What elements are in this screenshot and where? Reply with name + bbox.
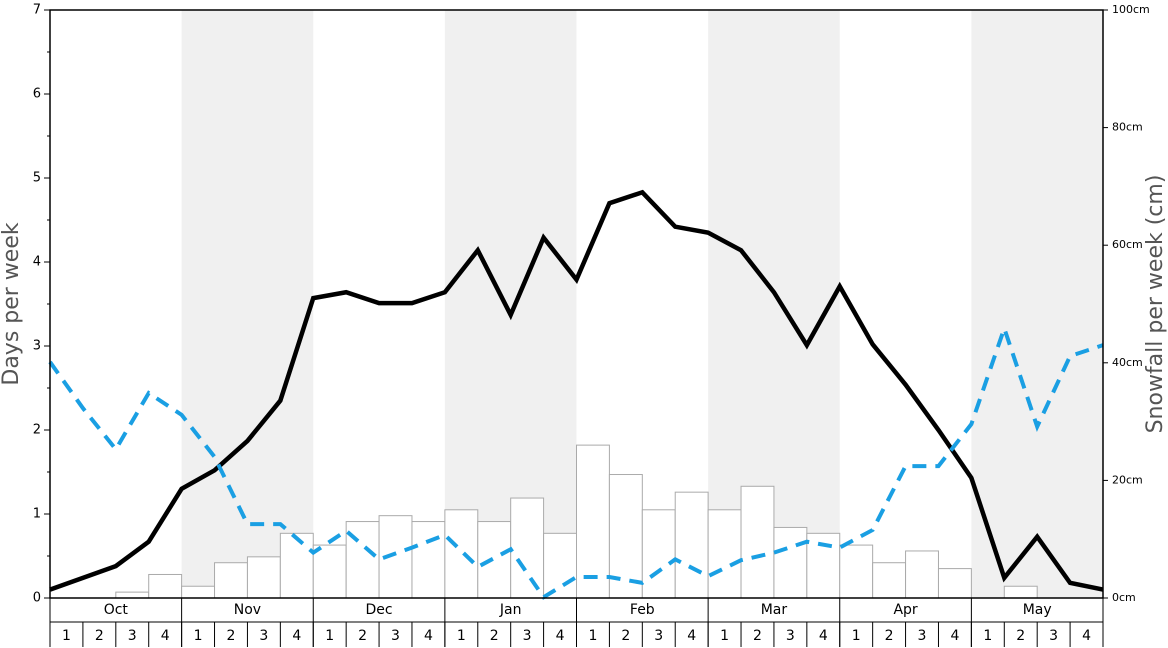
x-tick-label: 3 bbox=[1049, 628, 1058, 644]
bar bbox=[543, 532, 577, 599]
month-label: May bbox=[1023, 602, 1052, 618]
x-tick-label: 2 bbox=[753, 628, 762, 644]
y-tick-label: 7 bbox=[33, 3, 41, 18]
bar bbox=[1003, 585, 1038, 599]
x-tick-label: 1 bbox=[325, 628, 334, 644]
y2-tick-label: 40cm bbox=[1112, 356, 1143, 369]
y2-axis-title: Snowfall per week (cm) bbox=[1143, 175, 1168, 434]
bar bbox=[115, 591, 150, 599]
x-tick-label: 1 bbox=[62, 628, 71, 644]
month-label: Nov bbox=[234, 602, 261, 618]
y2-tick-label: 0cm bbox=[1112, 591, 1136, 604]
x-tick-label: 2 bbox=[1016, 628, 1025, 644]
month-label: Jan bbox=[499, 602, 522, 618]
bar bbox=[641, 509, 676, 599]
bar bbox=[411, 521, 446, 599]
y-tick-label: 2 bbox=[33, 423, 41, 438]
y-tick-label: 3 bbox=[33, 339, 41, 354]
x-tick-label: 3 bbox=[523, 628, 532, 644]
x-tick-label: 4 bbox=[687, 628, 696, 644]
x-tick-label: 1 bbox=[720, 628, 729, 644]
x-tick-label: 2 bbox=[95, 628, 104, 644]
x-tick-label: 1 bbox=[588, 628, 597, 644]
bar bbox=[937, 568, 972, 599]
bar bbox=[905, 550, 939, 599]
bar bbox=[214, 562, 248, 599]
line-series bbox=[49, 189, 1104, 592]
x-tick-label: 2 bbox=[885, 628, 894, 644]
bar bbox=[839, 544, 874, 599]
bar bbox=[279, 532, 314, 599]
y-tick-label: 0 bbox=[33, 591, 41, 606]
x-tick-label: 4 bbox=[161, 628, 170, 644]
x-tick-label: 4 bbox=[1082, 628, 1091, 644]
month-shade bbox=[181, 10, 314, 598]
bar bbox=[773, 526, 808, 599]
bar bbox=[740, 485, 775, 599]
bar bbox=[477, 521, 512, 599]
x-tick-label: 4 bbox=[819, 628, 828, 644]
x-tick-label: 1 bbox=[983, 628, 992, 644]
month-label: Mar bbox=[761, 602, 788, 618]
y-axis-title: Days per week bbox=[0, 222, 24, 385]
bar bbox=[148, 573, 183, 599]
x-tick-label: 3 bbox=[128, 628, 137, 644]
x-tick-label: 3 bbox=[918, 628, 927, 644]
x-tick-label: 2 bbox=[358, 628, 367, 644]
x-tick-label: 3 bbox=[654, 628, 663, 644]
bar bbox=[181, 585, 216, 599]
month-label: Apr bbox=[893, 602, 917, 618]
x-tick-label: 1 bbox=[457, 628, 466, 644]
bar bbox=[707, 509, 742, 599]
x-tick-label: 1 bbox=[194, 628, 203, 644]
bar bbox=[246, 556, 281, 599]
y-tick-label: 4 bbox=[33, 255, 41, 270]
x-tick-label: 4 bbox=[950, 628, 959, 644]
x-tick-label: 3 bbox=[786, 628, 795, 644]
x-tick-label: 2 bbox=[227, 628, 236, 644]
bar bbox=[674, 491, 709, 599]
y2-tick-label: 100cm bbox=[1112, 3, 1150, 16]
x-tick-label: 3 bbox=[391, 628, 400, 644]
bar bbox=[872, 562, 907, 599]
x-tick-label: 3 bbox=[259, 628, 268, 644]
bar bbox=[444, 509, 479, 599]
month-label: Oct bbox=[104, 602, 129, 618]
x-tick-label: 4 bbox=[292, 628, 301, 644]
y2-tick-label: 80cm bbox=[1112, 121, 1143, 134]
x-tick-label: 1 bbox=[852, 628, 861, 644]
y2-tick-label: 20cm bbox=[1112, 473, 1143, 486]
y2-tick-label: 60cm bbox=[1112, 238, 1143, 251]
y-tick-label: 1 bbox=[33, 507, 41, 522]
month-label: Feb bbox=[630, 602, 655, 618]
x-tick-label: 4 bbox=[424, 628, 433, 644]
x-tick-label: 2 bbox=[490, 628, 499, 644]
x-tick-label: 4 bbox=[556, 628, 565, 644]
y-tick-label: 6 bbox=[33, 87, 41, 102]
month-shade bbox=[971, 10, 1103, 598]
y-tick-label: 5 bbox=[33, 171, 41, 186]
bar bbox=[510, 497, 545, 599]
bar bbox=[312, 544, 347, 599]
month-label: Dec bbox=[366, 602, 393, 618]
x-tick-label: 2 bbox=[621, 628, 630, 644]
